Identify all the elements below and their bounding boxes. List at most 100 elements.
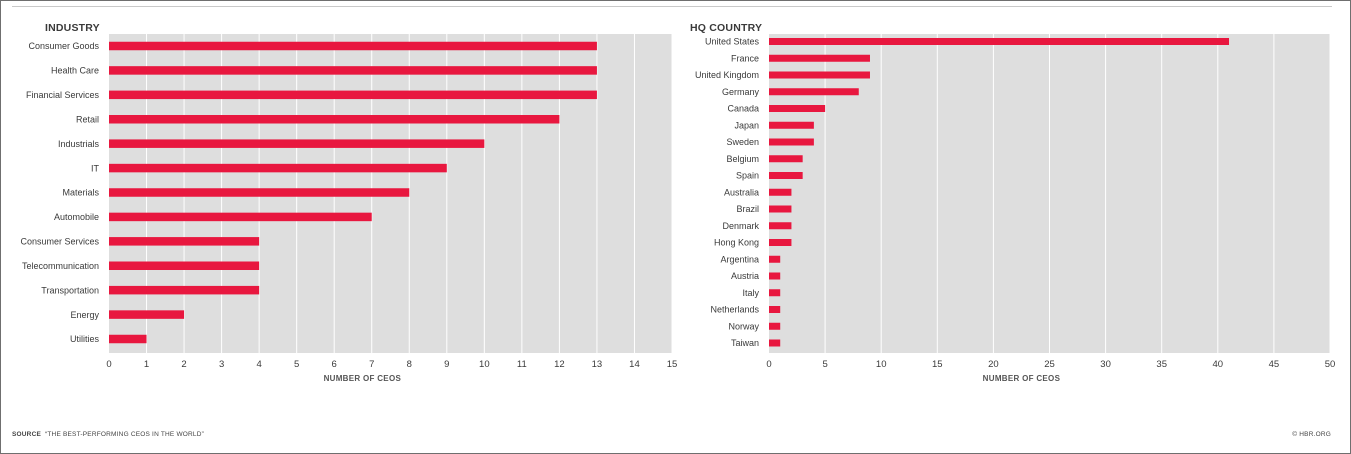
- bar-industrials: [109, 139, 485, 148]
- bar-spain: [769, 172, 803, 179]
- x-tick-label: 1: [144, 359, 149, 370]
- category-label: IT: [91, 163, 100, 173]
- category-label: Telecommunication: [22, 261, 99, 271]
- bar-consumer-services: [109, 237, 260, 246]
- bar-utilities: [109, 334, 147, 344]
- bar-sweden: [769, 138, 814, 146]
- category-label: Argentina: [720, 254, 759, 264]
- category-label: Automobile: [54, 212, 99, 222]
- x-tick-label: 5: [822, 359, 827, 370]
- category-label: Netherlands: [710, 305, 759, 315]
- bar-italy: [769, 289, 781, 297]
- x-axis-title: NUMBER OF CEOS: [983, 374, 1061, 383]
- category-label: Hong Kong: [714, 238, 759, 248]
- x-tick-label: 5: [294, 359, 299, 370]
- x-tick-label: 35: [1156, 359, 1167, 370]
- bar-japan: [769, 121, 814, 129]
- category-label: Retail: [76, 114, 99, 124]
- category-label: Belgium: [726, 154, 759, 164]
- x-tick-label: 15: [932, 359, 943, 370]
- x-tick-label: 6: [332, 359, 337, 370]
- category-label: France: [731, 53, 759, 63]
- category-label: United Kingdom: [695, 70, 759, 80]
- category-label: Japan: [734, 120, 759, 130]
- bar-australia: [769, 188, 792, 196]
- bar-denmark: [769, 222, 792, 230]
- category-label: United States: [705, 37, 760, 47]
- x-tick-label: 0: [106, 359, 111, 370]
- x-tick-label: 8: [407, 359, 412, 370]
- x-tick-label: 10: [876, 359, 887, 370]
- x-tick-label: 50: [1325, 359, 1336, 370]
- category-label: Denmark: [722, 221, 759, 231]
- x-tick-label: 45: [1269, 359, 1280, 370]
- bar-materials: [109, 188, 410, 197]
- bar-consumer-goods: [109, 41, 597, 51]
- x-tick-label: 10: [479, 359, 490, 370]
- bar-hong-kong: [769, 239, 792, 246]
- source-label: SOURCE: [12, 431, 42, 438]
- x-tick-label: 20: [988, 359, 999, 370]
- x-tick-label: 25: [1044, 359, 1055, 370]
- x-tick-label: 30: [1100, 359, 1111, 370]
- category-label: Taiwan: [731, 338, 759, 348]
- bar-united-states: [769, 38, 1230, 45]
- x-tick-label: 0: [766, 359, 771, 370]
- category-label: Consumer Services: [20, 237, 99, 247]
- category-label: Financial Services: [26, 90, 100, 100]
- x-tick-label: 4: [256, 359, 261, 370]
- category-label: Industrials: [58, 139, 100, 149]
- bar-united-kingdom: [769, 71, 870, 79]
- category-label: Austria: [731, 271, 759, 281]
- x-tick-label: 40: [1213, 359, 1224, 370]
- bar-france: [769, 54, 870, 62]
- bar-netherlands: [769, 306, 781, 313]
- bar-energy: [109, 310, 185, 319]
- category-label: Australia: [724, 187, 759, 197]
- x-tick-label: 9: [444, 359, 449, 370]
- category-label: Norway: [728, 321, 759, 331]
- x-tick-label: 7: [369, 359, 374, 370]
- category-label: Spain: [736, 171, 759, 181]
- chart-title: INDUSTRY: [45, 22, 100, 34]
- source-note: SOURCE “THE BEST-PERFORMING CEOS IN THE W…: [12, 431, 204, 438]
- x-tick-label: 15: [667, 359, 678, 370]
- bar-brazil: [769, 205, 792, 213]
- bar-financial-services: [109, 90, 597, 100]
- category-label: Transportation: [41, 285, 99, 295]
- x-tick-label: 13: [592, 359, 603, 370]
- bar-canada: [769, 105, 826, 112]
- bar-belgium: [769, 155, 803, 163]
- category-label: Germany: [722, 87, 760, 97]
- bar-transportation: [109, 285, 260, 295]
- top-divider: [12, 6, 1332, 7]
- category-label: Italy: [742, 288, 759, 298]
- category-label: Energy: [70, 310, 99, 320]
- x-axis-title: NUMBER OF CEOS: [324, 374, 402, 383]
- bar-germany: [769, 88, 859, 96]
- credit: © HBR.ORG: [1292, 431, 1331, 438]
- category-label: Utilities: [70, 334, 100, 344]
- x-tick-label: 11: [517, 359, 527, 370]
- bar-retail: [109, 115, 560, 124]
- x-tick-label: 2: [181, 359, 186, 370]
- category-label: Health Care: [51, 66, 99, 76]
- category-label: Consumer Goods: [28, 41, 99, 51]
- category-label: Materials: [62, 188, 99, 198]
- category-label: Sweden: [726, 137, 759, 147]
- chart-title: HQ COUNTRY: [690, 22, 762, 34]
- x-tick-label: 12: [554, 359, 565, 370]
- bar-austria: [769, 272, 781, 280]
- category-label: Brazil: [736, 204, 759, 214]
- x-tick-label: 3: [219, 359, 224, 370]
- bar-argentina: [769, 255, 781, 263]
- hq-country-chart: HQ COUNTRY 0 5 10 15 20 25 30 35 40 45 50 United Sta…: [690, 22, 1336, 383]
- category-label: Canada: [727, 104, 759, 114]
- bar-automobile: [109, 212, 372, 222]
- x-tick-label: 14: [629, 359, 640, 370]
- bar-norway: [769, 322, 781, 330]
- bar-taiwan: [769, 339, 781, 347]
- bar-health-care: [109, 66, 597, 75]
- source-text: “THE BEST-PERFORMING CEOS IN THE WORLD”: [45, 431, 205, 438]
